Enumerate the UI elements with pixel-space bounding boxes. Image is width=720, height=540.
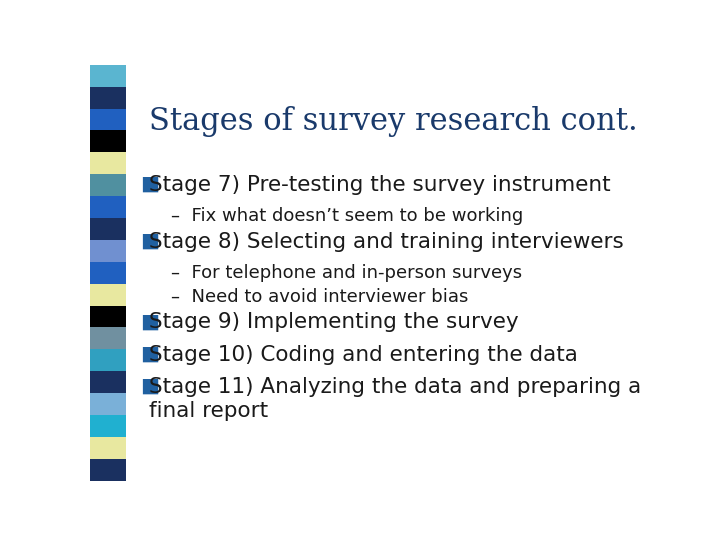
Text: ■: ■	[140, 377, 159, 396]
Bar	[90, 437, 126, 458]
Text: –  Need to avoid interviewer bias: – Need to avoid interviewer bias	[171, 288, 468, 306]
Bar	[90, 65, 126, 87]
Bar	[90, 152, 126, 174]
Bar	[90, 349, 126, 371]
Bar	[90, 458, 126, 481]
Text: Stages of survey research cont.: Stages of survey research cont.	[148, 106, 637, 137]
Text: ■: ■	[140, 175, 159, 194]
Bar	[90, 131, 126, 152]
Bar	[90, 87, 126, 109]
Bar	[90, 327, 126, 349]
Bar	[90, 240, 126, 262]
Bar	[90, 174, 126, 196]
Text: Stage 11) Analyzing the data and preparing a
final report: Stage 11) Analyzing the data and prepari…	[148, 377, 641, 421]
Text: –  Fix what doesn’t seem to be working: – Fix what doesn’t seem to be working	[171, 207, 523, 225]
Bar	[90, 196, 126, 218]
Bar	[90, 218, 126, 240]
Text: Stage 10) Coding and entering the data: Stage 10) Coding and entering the data	[148, 345, 577, 364]
Text: ■: ■	[140, 232, 159, 251]
Bar	[90, 109, 126, 131]
Text: Stage 8) Selecting and training interviewers: Stage 8) Selecting and training intervie…	[148, 232, 624, 252]
Bar	[90, 284, 126, 306]
Bar	[90, 415, 126, 437]
Bar	[90, 393, 126, 415]
Text: Stage 9) Implementing the survey: Stage 9) Implementing the survey	[148, 312, 518, 332]
Text: ■: ■	[140, 312, 159, 331]
Bar	[90, 306, 126, 327]
Bar	[90, 262, 126, 284]
Text: Stage 7) Pre-testing the survey instrument: Stage 7) Pre-testing the survey instrume…	[148, 175, 611, 195]
Bar	[90, 371, 126, 393]
Text: –  For telephone and in-person surveys: – For telephone and in-person surveys	[171, 264, 522, 282]
Text: ■: ■	[140, 345, 159, 363]
